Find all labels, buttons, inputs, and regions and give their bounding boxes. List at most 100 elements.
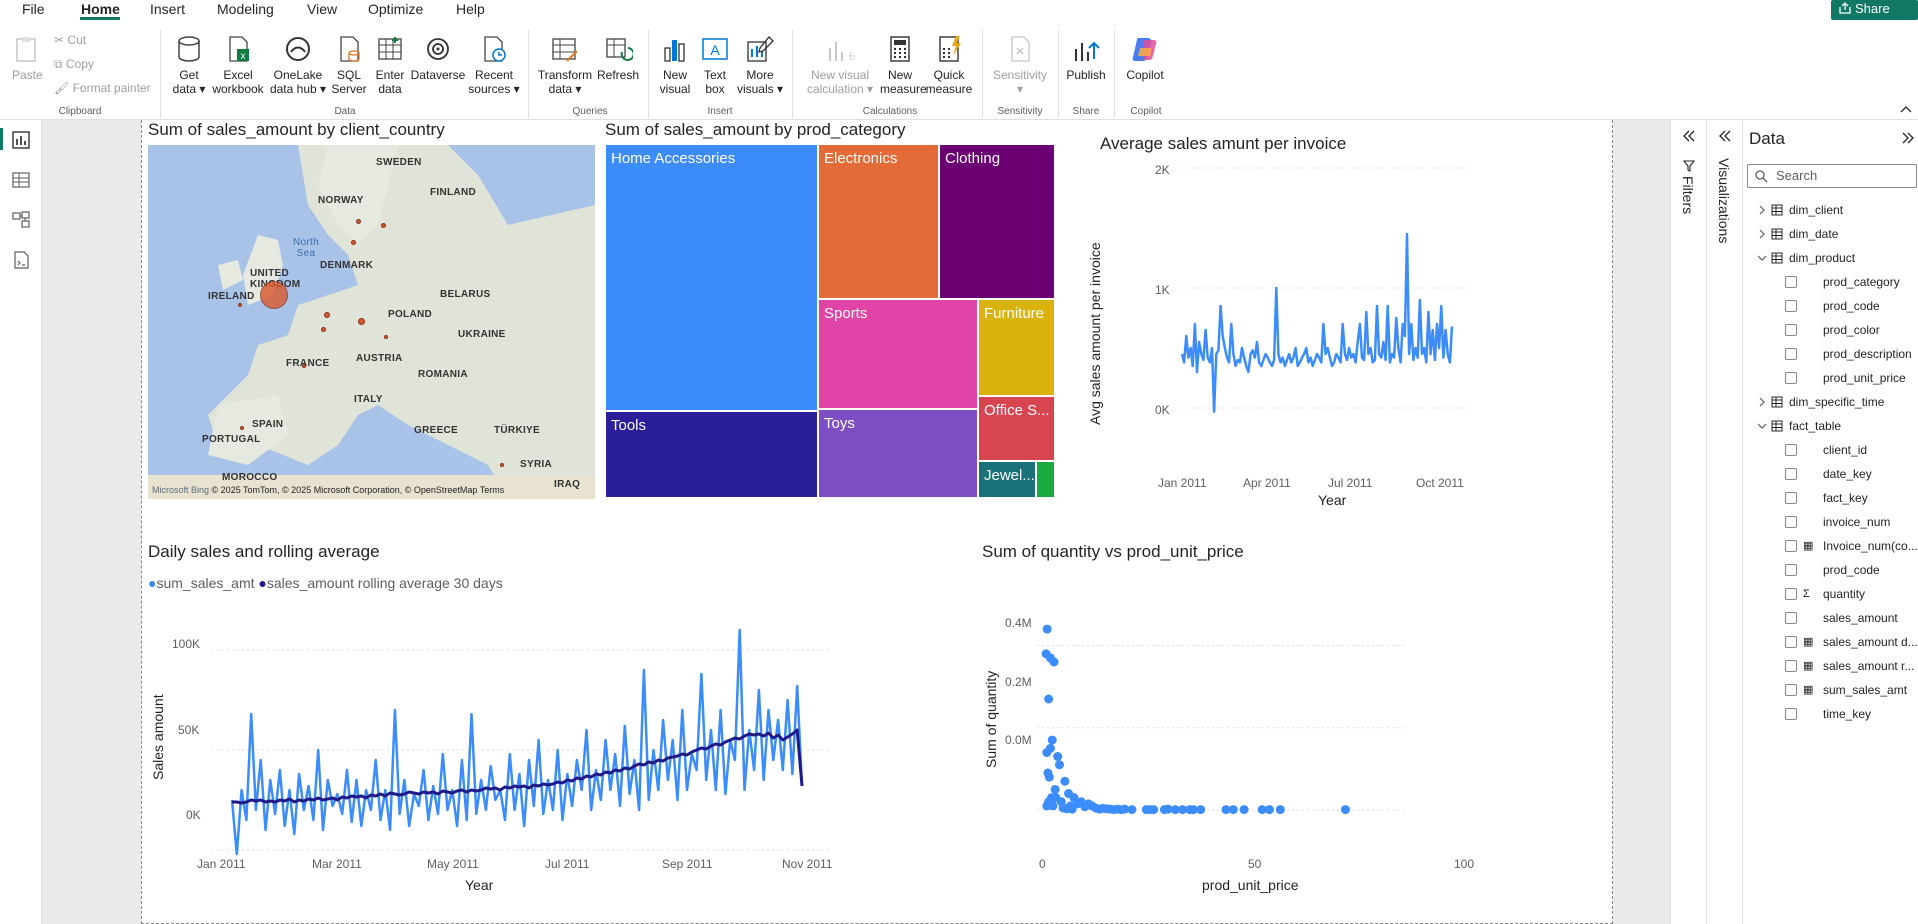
map-bubble[interactable]: [351, 240, 356, 245]
expand-filters-icon[interactable]: [1682, 130, 1696, 142]
field-checkbox[interactable]: [1785, 348, 1797, 360]
chevron-down-icon[interactable]: [1757, 421, 1767, 431]
field-item[interactable]: fact_key: [1743, 488, 1918, 508]
field-checkbox[interactable]: [1785, 492, 1797, 504]
field-checkbox[interactable]: [1785, 564, 1797, 576]
field-checkbox[interactable]: [1785, 588, 1797, 600]
treemap-tile[interactable]: Home Accessories: [606, 145, 819, 412]
sensitivity-button[interactable]: Sensitivity ▾: [988, 34, 1052, 96]
field-checkbox[interactable]: [1785, 444, 1797, 456]
report-view-icon[interactable]: [11, 130, 31, 150]
field-checkbox[interactable]: [1785, 516, 1797, 528]
excel-workbook-button[interactable]: x Excel workbook: [210, 34, 266, 96]
share-button[interactable]: Share: [1831, 0, 1918, 20]
model-view-icon[interactable]: [11, 210, 31, 230]
tab-optimize[interactable]: Optimize: [368, 1, 424, 17]
copilot-button[interactable]: Copilot: [1122, 34, 1168, 82]
map-bubble-uk[interactable]: [260, 281, 288, 309]
field-checkbox[interactable]: [1785, 324, 1797, 336]
refresh-button[interactable]: Refresh: [596, 34, 640, 82]
map-bubble[interactable]: [324, 312, 330, 318]
field-item[interactable]: ▦ sum_sales_amt: [1743, 680, 1918, 700]
table-item[interactable]: fact_table: [1743, 416, 1918, 436]
field-item[interactable]: prod_code: [1743, 560, 1918, 580]
onelake-button[interactable]: OneLake data hub ▾: [268, 34, 328, 96]
treemap-tile[interactable]: Clothing: [940, 145, 1056, 300]
field-item[interactable]: time_key: [1743, 704, 1918, 724]
treemap-tile[interactable]: Furniture: [979, 300, 1056, 397]
avg-line-chart[interactable]: [1082, 160, 1482, 480]
treemap-tile[interactable]: Electronics: [819, 145, 940, 300]
field-checkbox[interactable]: [1785, 468, 1797, 480]
field-item[interactable]: ▦ sales_amount d...: [1743, 632, 1918, 652]
chevron-right-icon[interactable]: [1757, 205, 1767, 215]
publish-button[interactable]: Publish: [1064, 34, 1108, 82]
new-visual-button[interactable]: New visual: [656, 34, 694, 96]
cut-button[interactable]: ✂ Cut: [54, 33, 86, 47]
chevron-down-icon[interactable]: [1757, 253, 1767, 263]
treemap-tile-small[interactable]: [1037, 462, 1056, 499]
table-item[interactable]: dim_product: [1743, 248, 1918, 268]
expand-visualizations-icon[interactable]: [1718, 130, 1732, 142]
new-measure-button[interactable]: New measure: [880, 34, 927, 96]
field-item[interactable]: prod_code: [1743, 296, 1918, 316]
daily-line-chart[interactable]: [212, 620, 852, 890]
map-bubble[interactable]: [381, 223, 386, 228]
tab-home[interactable]: Home: [81, 1, 120, 17]
map-bubble[interactable]: [302, 364, 306, 368]
filters-pane[interactable]: Filters: [1670, 120, 1706, 924]
field-item[interactable]: client_id: [1743, 440, 1918, 460]
quick-measure-button[interactable]: Quick measure: [924, 34, 974, 96]
dax-query-view-icon[interactable]: [11, 250, 31, 270]
tab-help[interactable]: Help: [456, 1, 485, 17]
copy-button[interactable]: ⧉ Copy: [54, 57, 94, 71]
field-checkbox[interactable]: [1785, 708, 1797, 720]
visualizations-pane[interactable]: Visualizations: [1706, 120, 1742, 924]
new-visual-calculation-button[interactable]: fx New visual calculation ▾: [800, 34, 880, 96]
paste-button[interactable]: Paste: [12, 34, 43, 82]
field-item[interactable]: sales_amount: [1743, 608, 1918, 628]
legend-item[interactable]: sum_sales_amt: [156, 575, 255, 591]
treemap-tile[interactable]: Sports: [819, 300, 979, 410]
map-bubble[interactable]: [384, 335, 388, 339]
chevron-right-icon[interactable]: [1757, 397, 1767, 407]
map-bubble[interactable]: [356, 219, 361, 224]
collapse-data-pane-icon[interactable]: [1901, 132, 1915, 144]
field-checkbox[interactable]: [1785, 636, 1797, 648]
field-item[interactable]: date_key: [1743, 464, 1918, 484]
treemap-tile[interactable]: Jewel...: [979, 462, 1037, 499]
field-checkbox[interactable]: [1785, 684, 1797, 696]
treemap-visual[interactable]: Home Accessories Electronics Clothing Sp…: [606, 145, 1056, 499]
treemap-tile[interactable]: Toys: [819, 410, 979, 499]
treemap-tile[interactable]: Tools: [606, 412, 819, 499]
format-painter-button[interactable]: 🖌 Format painter: [54, 81, 151, 95]
field-item[interactable]: prod_color: [1743, 320, 1918, 340]
table-item[interactable]: dim_client: [1743, 200, 1918, 220]
field-checkbox[interactable]: [1785, 300, 1797, 312]
recent-sources-button[interactable]: Recent sources ▾: [468, 34, 520, 96]
field-item[interactable]: prod_description: [1743, 344, 1918, 364]
data-search-input[interactable]: Search: [1747, 164, 1917, 188]
sql-server-button[interactable]: SQL Server: [330, 34, 368, 96]
tab-file[interactable]: File: [22, 1, 45, 17]
treemap-tile[interactable]: Office S...: [979, 397, 1056, 462]
legend-item[interactable]: sales_amount rolling average 30 days: [266, 575, 503, 591]
dataverse-button[interactable]: Dataverse: [410, 34, 466, 82]
map-bubble[interactable]: [500, 463, 504, 467]
field-checkbox[interactable]: [1785, 612, 1797, 624]
map-visual[interactable]: SWEDEN NORWAY FINLAND North Sea DENMARK …: [148, 145, 595, 499]
text-box-button[interactable]: A Text box: [698, 34, 732, 96]
table-item[interactable]: dim_specific_time: [1743, 392, 1918, 412]
field-item[interactable]: ▦ Invoice_num(co...: [1743, 536, 1918, 556]
chevron-right-icon[interactable]: [1757, 229, 1767, 239]
table-item[interactable]: dim_date: [1743, 224, 1918, 244]
field-item[interactable]: prod_category: [1743, 272, 1918, 292]
map-bubble[interactable]: [240, 426, 244, 430]
tab-modeling[interactable]: Modeling: [217, 1, 274, 17]
more-visuals-button[interactable]: More visuals ▾: [736, 34, 784, 96]
map-bubble[interactable]: [238, 303, 242, 307]
transform-data-button[interactable]: Transform data ▾: [536, 34, 594, 96]
map-bubble[interactable]: [321, 327, 326, 332]
map-bubble[interactable]: [358, 318, 365, 325]
